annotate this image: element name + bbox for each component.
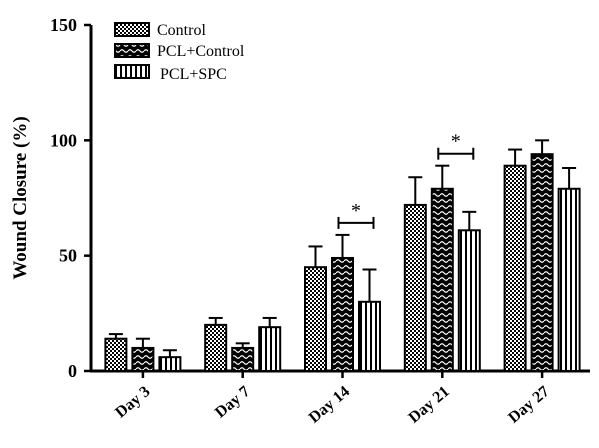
significance-star: *	[351, 200, 361, 222]
significance-markers: **	[337, 131, 475, 229]
y-tick-label: 150	[50, 15, 77, 35]
x-tick-label: Day 7	[212, 383, 253, 421]
legend-label-control: Control	[157, 22, 206, 39]
bar-pcl-control-day-14	[331, 256, 354, 372]
bar-pcl-control-day-21	[430, 187, 454, 372]
bar-pcl-spc-day-27	[557, 187, 581, 372]
bar-pcl-spc-day-14	[358, 300, 381, 372]
significance-star: *	[451, 131, 461, 153]
legend-swatch-pcl-spc	[114, 64, 150, 79]
bar-pcl-control-day-3	[131, 346, 155, 372]
bar-pcl-spc-day-3	[158, 356, 182, 373]
legend-label-pcl-spc: PCL+SPC	[160, 66, 227, 83]
y-tick-label: 50	[59, 246, 77, 266]
x-ticks: Day 3 Day 7 Day 14 Day 21 Day 27	[112, 371, 553, 427]
bar-control-day-7	[204, 323, 228, 373]
bar-pcl-control-day-27	[530, 153, 554, 372]
legend-swatch-pcl-control	[114, 43, 150, 58]
x-tick-label: Day 3	[112, 383, 153, 421]
y-tick-label: 0	[68, 361, 77, 381]
error-bars	[108, 139, 577, 358]
y-ticks: 0 50 100 150	[50, 15, 91, 381]
bar-control-day-27	[503, 164, 527, 372]
x-tick-label: Day 27	[505, 383, 552, 427]
y-tick-label: 100	[50, 130, 77, 150]
bar-pcl-spc-day-21	[457, 229, 481, 372]
bar-pcl-spc-day-7	[258, 326, 282, 373]
x-tick-label: Day 14	[306, 383, 353, 427]
x-tick-label: Day 21	[406, 383, 453, 427]
bar-control-day-21	[403, 203, 427, 372]
y-axis-label: Wound Closure (%)	[10, 116, 31, 279]
legend: Control PCL+Control PCL+SPC	[114, 22, 245, 83]
bar-pcl-control-day-7	[231, 346, 255, 372]
legend-swatch-control	[114, 22, 150, 37]
bar-control-day-3	[104, 337, 128, 372]
legend-label-pcl-control: PCL+Control	[157, 43, 245, 60]
bars	[104, 153, 581, 373]
bar-control-day-14	[304, 266, 327, 373]
